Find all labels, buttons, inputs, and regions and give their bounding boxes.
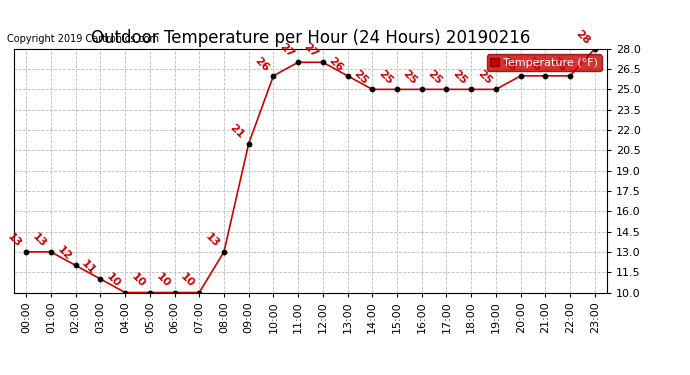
Point <box>169 290 180 296</box>
Point <box>268 73 279 79</box>
Text: 21: 21 <box>228 123 246 141</box>
Point <box>589 46 600 52</box>
Point <box>317 59 328 65</box>
Point <box>441 86 452 92</box>
Point <box>119 290 130 296</box>
Text: Copyright 2019 Cartronics.com: Copyright 2019 Cartronics.com <box>7 34 159 44</box>
Text: 13: 13 <box>204 231 221 249</box>
Title: Outdoor Temperature per Hour (24 Hours) 20190216: Outdoor Temperature per Hour (24 Hours) … <box>91 29 530 47</box>
Point <box>491 86 502 92</box>
Text: 26: 26 <box>326 55 345 73</box>
Text: 13: 13 <box>30 231 48 249</box>
Text: 10: 10 <box>129 272 147 290</box>
Point <box>564 73 575 79</box>
Text: 26: 26 <box>500 55 518 73</box>
Text: 25: 25 <box>475 69 493 87</box>
Text: 10: 10 <box>154 272 172 290</box>
Text: 26: 26 <box>549 55 567 73</box>
Text: 25: 25 <box>376 69 394 87</box>
Point <box>194 290 205 296</box>
Point <box>416 86 427 92</box>
Legend: Temperature (°F): Temperature (°F) <box>486 54 602 71</box>
Point <box>515 73 526 79</box>
Point <box>367 86 378 92</box>
Text: 13: 13 <box>6 231 23 249</box>
Point <box>466 86 477 92</box>
Point <box>342 73 353 79</box>
Point <box>243 141 254 147</box>
Text: 26: 26 <box>253 55 270 73</box>
Point <box>219 249 230 255</box>
Point <box>144 290 155 296</box>
Text: 28: 28 <box>574 28 592 46</box>
Point <box>46 249 57 255</box>
Text: 25: 25 <box>352 69 370 87</box>
Text: 10: 10 <box>179 272 197 290</box>
Point <box>391 86 402 92</box>
Text: 11: 11 <box>79 258 97 276</box>
Text: 10: 10 <box>104 272 122 290</box>
Point <box>293 59 304 65</box>
Text: 26: 26 <box>524 55 542 73</box>
Text: 27: 27 <box>302 42 320 60</box>
Text: 12: 12 <box>55 244 73 262</box>
Text: 25: 25 <box>426 69 444 87</box>
Point <box>70 262 81 268</box>
Text: 25: 25 <box>401 69 419 87</box>
Point <box>95 276 106 282</box>
Point <box>21 249 32 255</box>
Text: 27: 27 <box>277 42 295 60</box>
Text: 25: 25 <box>451 69 469 87</box>
Point <box>540 73 551 79</box>
